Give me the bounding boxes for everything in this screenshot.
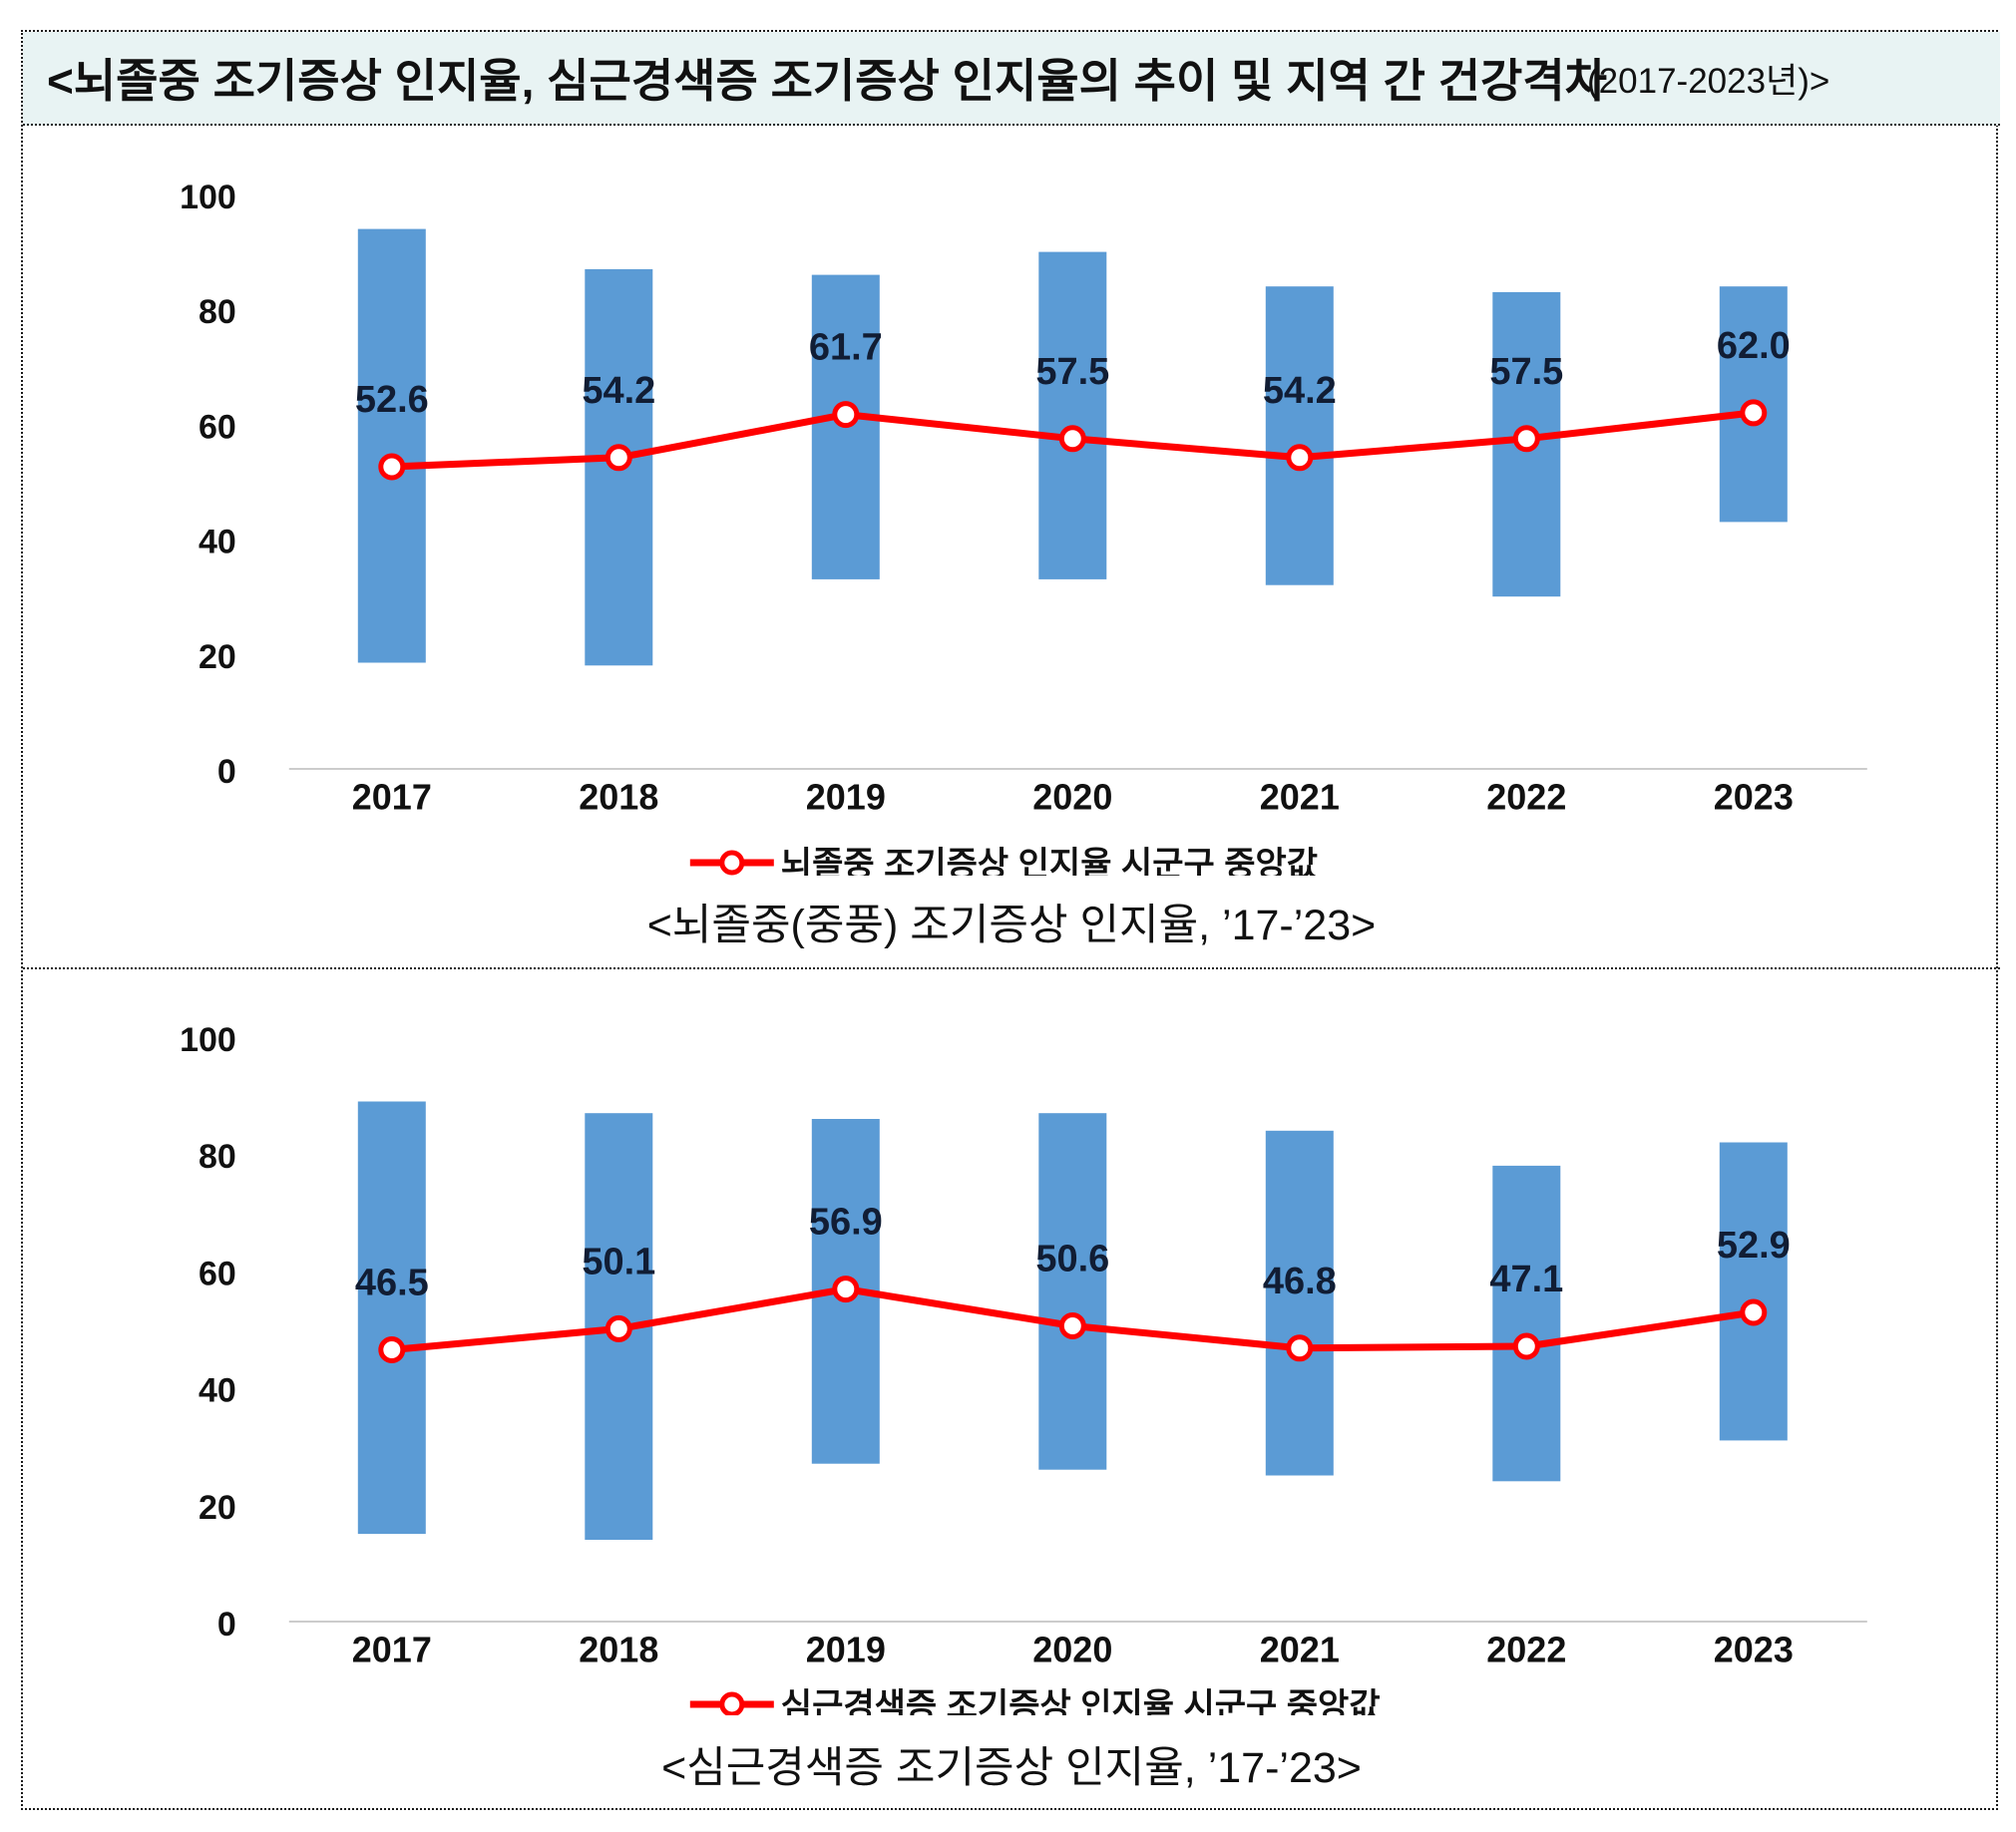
svg-text:2022: 2022 <box>1486 1630 1566 1670</box>
svg-text:80: 80 <box>199 1138 236 1176</box>
svg-text:2021: 2021 <box>1260 1630 1340 1670</box>
svg-text:심근경색증 조기증상 인지율 시군구 중앙값: 심근경색증 조기증상 인지율 시군구 중앙값 <box>781 1687 1381 1715</box>
svg-text:57.5: 57.5 <box>1035 351 1109 393</box>
svg-text:80: 80 <box>199 293 236 331</box>
svg-text:0: 0 <box>217 1606 236 1644</box>
svg-text:46.5: 46.5 <box>355 1263 429 1304</box>
svg-text:0: 0 <box>217 753 236 791</box>
svg-text:2020: 2020 <box>1032 1630 1112 1670</box>
svg-text:100: 100 <box>180 179 236 216</box>
svg-text:60: 60 <box>199 1255 236 1292</box>
svg-text:57.5: 57.5 <box>1489 351 1563 393</box>
svg-text:52.6: 52.6 <box>355 379 429 421</box>
svg-text:2019: 2019 <box>806 1630 886 1670</box>
svg-text:2023: 2023 <box>1714 777 1794 818</box>
svg-text:100: 100 <box>180 1021 236 1059</box>
svg-text:54.2: 54.2 <box>582 370 655 412</box>
svg-text:54.2: 54.2 <box>1263 370 1337 412</box>
svg-text:52.9: 52.9 <box>1717 1225 1791 1267</box>
svg-text:60: 60 <box>199 408 236 446</box>
svg-text:2018: 2018 <box>579 777 658 818</box>
svg-text:2017: 2017 <box>352 1630 432 1670</box>
svg-text:50.1: 50.1 <box>582 1241 655 1282</box>
svg-text:40: 40 <box>199 524 236 561</box>
svg-text:2021: 2021 <box>1260 777 1340 818</box>
svg-text:2017: 2017 <box>352 777 432 818</box>
svg-text:2020: 2020 <box>1032 777 1112 818</box>
svg-text:20: 20 <box>199 638 236 676</box>
svg-text:2023: 2023 <box>1714 1630 1794 1670</box>
svg-text:50.6: 50.6 <box>1035 1239 1109 1281</box>
svg-text:61.7: 61.7 <box>809 327 883 369</box>
svg-text:40: 40 <box>199 1372 236 1410</box>
svg-text:56.9: 56.9 <box>809 1202 883 1244</box>
svg-text:2018: 2018 <box>579 1630 658 1670</box>
svg-text:62.0: 62.0 <box>1717 325 1791 367</box>
svg-text:2022: 2022 <box>1486 777 1566 818</box>
svg-text:20: 20 <box>199 1489 236 1527</box>
svg-text:47.1: 47.1 <box>1489 1259 1563 1300</box>
svg-text:46.8: 46.8 <box>1263 1261 1337 1302</box>
svg-text:2019: 2019 <box>806 777 886 818</box>
svg-text:뇌졸중 조기증상 인지율 시군구 중앙값: 뇌졸중 조기증상 인지율 시군구 중앙값 <box>781 846 1318 876</box>
